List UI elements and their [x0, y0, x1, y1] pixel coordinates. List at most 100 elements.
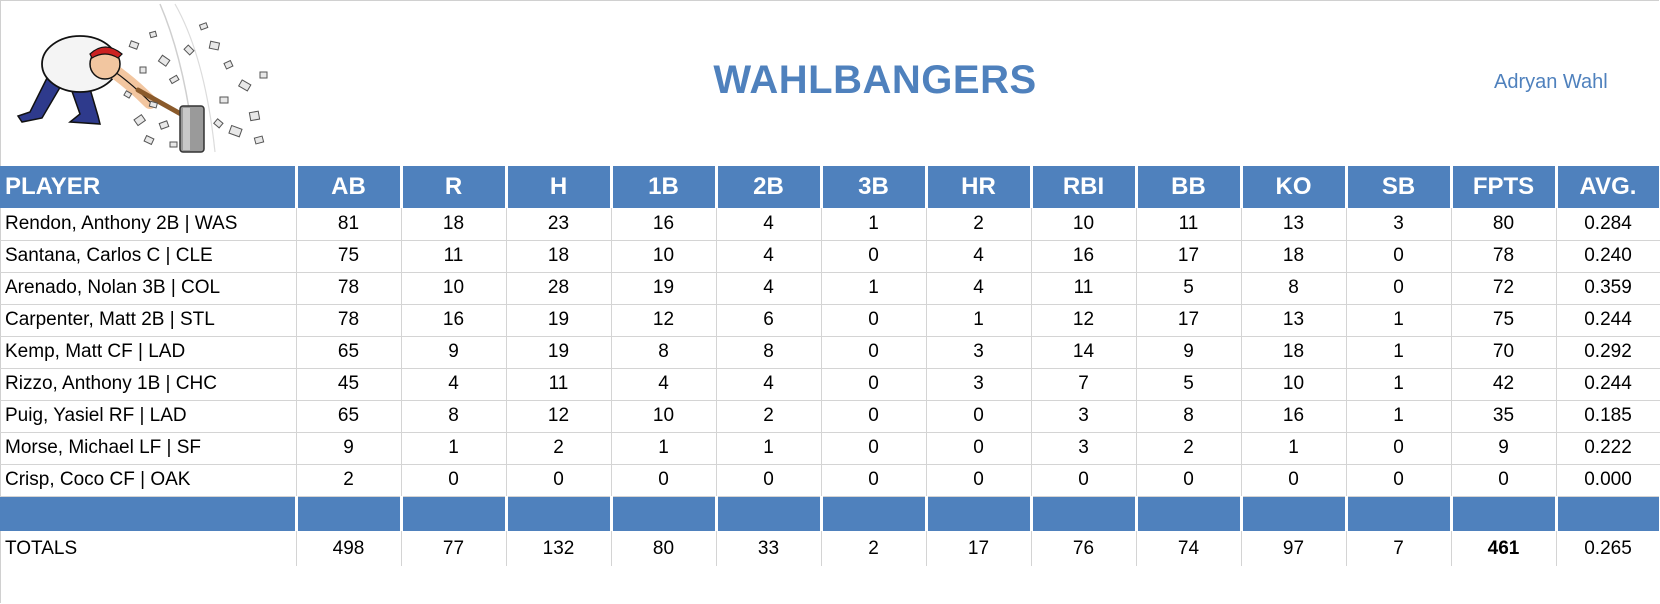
stat-cell: 0.185: [1556, 400, 1660, 433]
spacer-cell: [1346, 496, 1453, 531]
stat-cell: 45: [296, 368, 402, 401]
stat-cell: 70: [1451, 336, 1557, 369]
stat-cell: 75: [1451, 304, 1557, 337]
stat-cell: 16: [1031, 240, 1137, 273]
stat-cell: 42: [1451, 368, 1557, 401]
totals-cell: 132: [506, 531, 612, 566]
table-row[interactable]: Crisp, Coco CF | OAK 2 0 0 0 0 0 0 0 0 0 0 0 0.000: [0, 464, 1660, 497]
column-header-1b[interactable]: 1B: [611, 166, 718, 208]
column-header-ab[interactable]: AB: [296, 166, 403, 208]
column-header-bb[interactable]: BB: [1136, 166, 1243, 208]
stat-cell: 16: [1241, 400, 1347, 433]
column-header-ko[interactable]: KO: [1241, 166, 1348, 208]
stat-cell: 12: [611, 304, 717, 337]
stat-cell: 23: [506, 208, 612, 241]
table-row[interactable]: Arenado, Nolan 3B | COL 78 10 28 19 4 1 4 11 5 8 0 7…: [0, 272, 1660, 305]
stat-cell: 4: [401, 368, 507, 401]
stat-cell: 8: [401, 400, 507, 433]
stat-cell: 0.000: [1556, 464, 1660, 497]
stat-cell: 0: [926, 432, 1032, 465]
column-header-hr[interactable]: HR: [926, 166, 1033, 208]
stat-cell: 78: [296, 272, 402, 305]
column-header-3b[interactable]: 3B: [821, 166, 928, 208]
stat-cell: 0: [1136, 464, 1242, 497]
table-header-row: PLAYER AB R H 1B 2B 3B HR RBI BB KO SB F…: [0, 166, 1660, 208]
table-row[interactable]: Kemp, Matt CF | LAD 65 9 19 8 8 0 3 14 9 18 1 70 0.29…: [0, 336, 1660, 369]
stat-cell: 13: [1241, 304, 1347, 337]
column-header-sb[interactable]: SB: [1346, 166, 1453, 208]
owner-name: Adryan Wahl: [1494, 71, 1608, 93]
stat-cell: 18: [1241, 240, 1347, 273]
player-name-cell: Carpenter, Matt 2B | STL: [0, 304, 297, 337]
table-row[interactable]: Rizzo, Anthony 1B | CHC 45 4 11 4 4 0 3 7 5 10 1 42 0…: [0, 368, 1660, 401]
totals-label: TOTALS: [0, 531, 297, 566]
stat-cell: 14: [1031, 336, 1137, 369]
stat-cell: 11: [1031, 272, 1137, 305]
stat-cell: 3: [926, 368, 1032, 401]
stat-cell: 9: [296, 432, 402, 465]
spacer-cell: [716, 496, 823, 531]
stat-cell: 8: [1241, 272, 1347, 305]
stat-cell: 0: [1346, 240, 1452, 273]
spacer-cell: [0, 496, 298, 531]
stat-cell: 2: [1136, 432, 1242, 465]
stat-cell: 0: [926, 400, 1032, 433]
stat-cell: 18: [506, 240, 612, 273]
stat-cell: 1: [926, 304, 1032, 337]
stat-cell: 9: [1451, 432, 1557, 465]
stat-cell: 0.284: [1556, 208, 1660, 241]
player-name-cell: Puig, Yasiel RF | LAD: [0, 400, 297, 433]
column-header-fpts[interactable]: FPTS: [1451, 166, 1558, 208]
totals-cell: 7: [1346, 531, 1452, 566]
stat-cell: 11: [401, 240, 507, 273]
table-row[interactable]: Puig, Yasiel RF | LAD 65 8 12 10 2 0 0 3 8 16 1 35 0.…: [0, 400, 1660, 433]
stat-cell: 11: [1136, 208, 1242, 241]
totals-cell: 74: [1136, 531, 1242, 566]
stat-cell: 2: [716, 400, 822, 433]
stat-cell: 0: [401, 464, 507, 497]
stat-cell: 16: [611, 208, 717, 241]
table-row[interactable]: Santana, Carlos C | CLE 75 11 18 10 4 0 4 16 17 18…: [0, 240, 1660, 273]
stat-cell: 18: [1241, 336, 1347, 369]
stat-cell: 10: [1241, 368, 1347, 401]
stat-cell: 10: [611, 240, 717, 273]
table-row[interactable]: Carpenter, Matt 2B | STL 78 16 19 12 6 0 1 12 17 1…: [0, 304, 1660, 337]
column-header-h[interactable]: H: [506, 166, 613, 208]
totals-cell: 97: [1241, 531, 1347, 566]
stat-cell: 10: [401, 272, 507, 305]
stat-cell: 13: [1241, 208, 1347, 241]
stat-cell: 18: [401, 208, 507, 241]
stat-cell: 4: [926, 240, 1032, 273]
stat-cell: 4: [716, 208, 822, 241]
column-header-avg[interactable]: AVG.: [1556, 166, 1660, 208]
stat-cell: 1: [1346, 400, 1452, 433]
stat-cell: 65: [296, 400, 402, 433]
stat-cell: 0: [716, 464, 822, 497]
spacer-cell: [1241, 496, 1348, 531]
table-row[interactable]: Rendon, Anthony 2B | WAS 81 18 23 16 4 1 2 10 11 1…: [0, 208, 1660, 241]
column-header-player[interactable]: PLAYER: [0, 166, 298, 208]
totals-cell: 498: [296, 531, 402, 566]
table-row[interactable]: Morse, Michael LF | SF 9 1 2 1 1 0 0 3 2 1 0 9 0.222: [0, 432, 1660, 465]
stat-cell: 78: [296, 304, 402, 337]
stat-cell: 2: [926, 208, 1032, 241]
totals-cell: 76: [1031, 531, 1137, 566]
stat-cell: 8: [611, 336, 717, 369]
column-header-2b[interactable]: 2B: [716, 166, 823, 208]
stat-cell: 6: [716, 304, 822, 337]
spacer-row: [0, 496, 1660, 531]
stat-cell: 72: [1451, 272, 1557, 305]
column-header-rbi[interactable]: RBI: [1031, 166, 1138, 208]
stat-cell: 78: [1451, 240, 1557, 273]
spacer-cell: [1031, 496, 1138, 531]
stat-cell: 0.244: [1556, 304, 1660, 337]
stat-cell: 8: [716, 336, 822, 369]
totals-cell: 0.265: [1556, 531, 1660, 566]
stat-cell: 28: [506, 272, 612, 305]
stat-cell: 0: [821, 240, 927, 273]
stat-cell: 17: [1136, 304, 1242, 337]
stat-cell: 5: [1136, 272, 1242, 305]
stat-cell: 0: [1241, 464, 1347, 497]
column-header-r[interactable]: R: [401, 166, 508, 208]
player-name-cell: Morse, Michael LF | SF: [0, 432, 297, 465]
